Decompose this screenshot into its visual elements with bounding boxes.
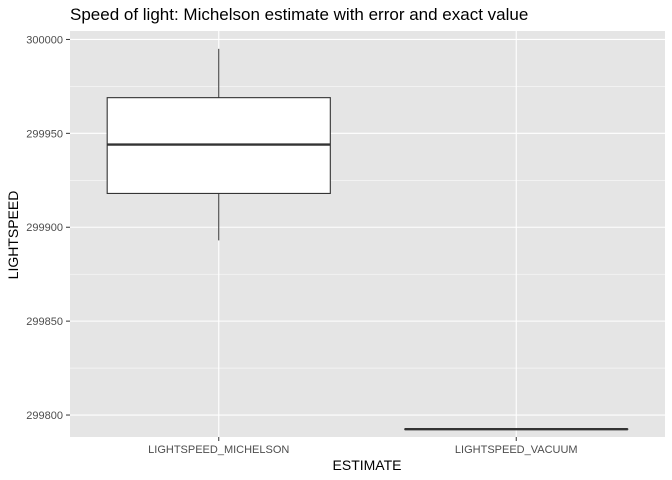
chart-title: Speed of light: Michelson estimate with … [70, 5, 528, 24]
grid-lines [70, 31, 665, 437]
x-axis: LIGHTSPEED_MICHELSON LIGHTSPEED_VACUUM [148, 437, 578, 456]
x-tick-label: LIGHTSPEED_MICHELSON [148, 444, 289, 456]
plot-panel [70, 31, 665, 437]
boxes [106, 48, 629, 431]
y-tick-label: 299850 [26, 316, 63, 328]
y-tick-label: 300000 [26, 34, 63, 46]
x-axis-title: ESTIMATE [333, 457, 402, 473]
y-tick-label: 299950 [26, 128, 63, 140]
y-axis-title: LIGHTSPEED [5, 191, 21, 280]
box-lightspeed-michelson [106, 48, 331, 241]
y-axis: 299800 299850 299900 299950 300000 [26, 34, 70, 422]
y-tick-label: 299900 [26, 222, 63, 234]
x-tick-label: LIGHTSPEED_VACUUM [455, 444, 578, 456]
y-tick-label: 299800 [26, 410, 63, 422]
